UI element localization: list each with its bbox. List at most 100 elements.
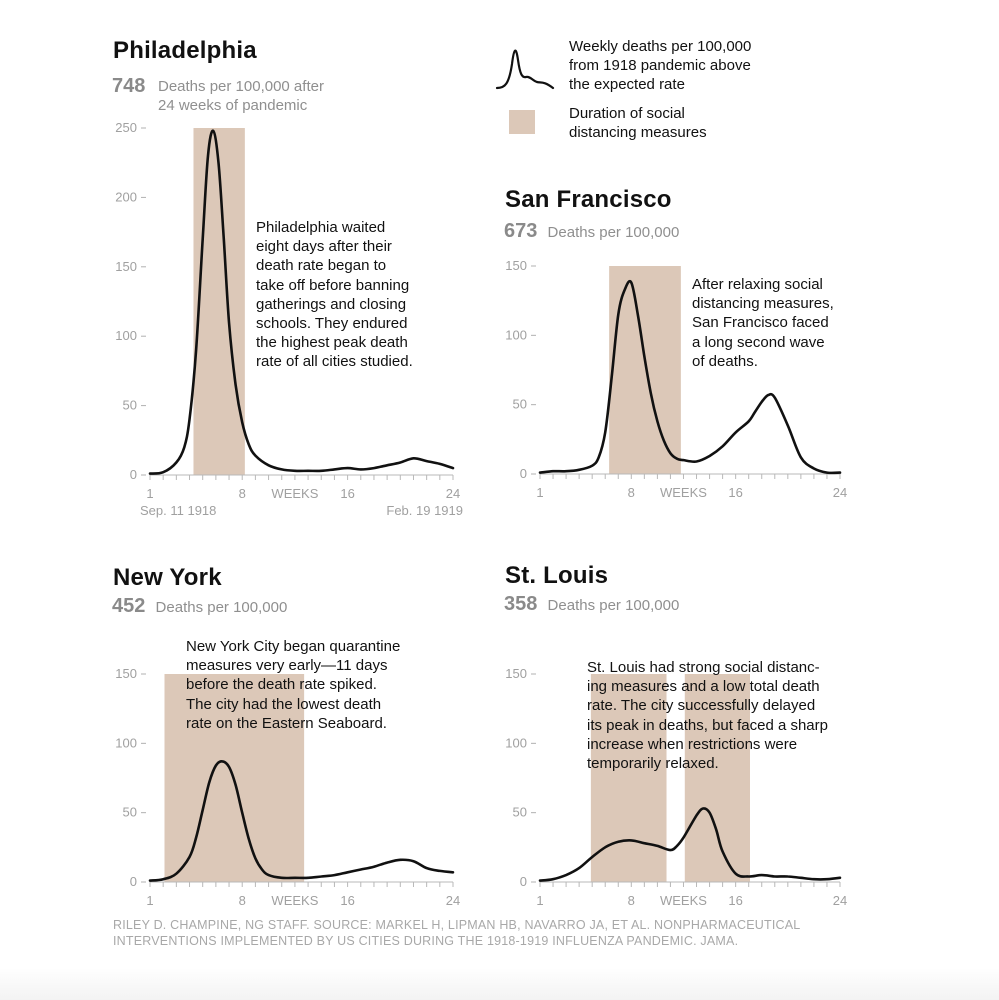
x-tick-label: 24 <box>833 485 847 500</box>
data-point <box>267 464 269 466</box>
data-point <box>539 879 541 881</box>
annotation-line: the highest peak death <box>256 334 408 352</box>
x-tick-label: 8 <box>628 485 635 500</box>
chart-title: Philadelphia <box>113 37 257 64</box>
chart-total: 358 Deaths per 100,000 <box>504 594 680 615</box>
data-point <box>800 456 802 458</box>
annotation-line: its peak in deaths, but faced a sharp <box>587 716 828 734</box>
data-point <box>611 376 613 378</box>
x-tick-label: WEEKS <box>271 893 318 908</box>
data-point <box>425 460 427 462</box>
data-point <box>591 464 593 466</box>
annotation-line: New York City began quarantine <box>186 638 401 655</box>
x-tick-label: 16 <box>728 485 742 500</box>
x-tick-label: 1 <box>146 486 153 501</box>
data-point <box>162 878 164 880</box>
data-point <box>617 313 619 315</box>
x-tick-label: 24 <box>446 486 460 501</box>
data-point <box>787 875 789 877</box>
total-caption: Deaths per 100,000 <box>547 597 680 614</box>
st-louis-chart: 0 50 100 150 1 8 WEEKS 16 24 <box>505 666 847 908</box>
y-tick-label: 200 <box>115 189 137 204</box>
chart-total: 452 Deaths per 100,000 <box>112 595 288 617</box>
data-point <box>682 836 684 838</box>
data-point <box>774 875 776 877</box>
data-point <box>149 879 151 881</box>
date-end-label: Feb. 19 1919 <box>386 503 463 518</box>
chart-annotation: St. Louis had strong social distanc- ing… <box>587 658 877 773</box>
data-point <box>425 867 427 869</box>
y-tick-label: 150 <box>505 666 527 681</box>
data-point <box>734 431 736 433</box>
data-point <box>386 464 388 466</box>
data-point <box>761 874 763 876</box>
y-tick-label: 100 <box>505 735 527 750</box>
total-caption: Deaths per 100,000 <box>547 224 680 241</box>
data-point <box>412 457 414 459</box>
data-point <box>754 410 756 412</box>
data-point <box>217 162 219 164</box>
data-point <box>241 421 243 423</box>
annotation-line: of deaths. <box>692 352 758 370</box>
y-tick-label: 100 <box>115 328 137 343</box>
total-caption-line: Deaths per 100,000 after <box>158 78 324 95</box>
annotation-line: temporarily relaxed. <box>587 755 719 773</box>
data-point <box>747 420 749 422</box>
data-point <box>539 471 541 473</box>
data-point <box>261 868 263 870</box>
annotation-line: a long second wave <box>692 333 825 351</box>
data-point <box>604 431 606 433</box>
annotation-line: gatherings and closing <box>256 295 407 313</box>
data-point <box>452 467 454 469</box>
data-point <box>565 874 567 876</box>
x-tick-label: WEEKS <box>271 486 318 501</box>
y-tick-label: 150 <box>115 666 137 681</box>
legend-curve-line: the expected rate <box>569 76 685 93</box>
data-point <box>248 838 250 840</box>
x-tick-label: 16 <box>728 893 742 908</box>
data-point <box>386 861 388 863</box>
data-point <box>439 870 441 872</box>
data-point <box>281 468 283 470</box>
data-point <box>183 446 185 448</box>
data-point <box>663 440 665 442</box>
data-point <box>650 392 652 394</box>
chart-total: 748 Deaths per 100,000 after 24 weeks of… <box>112 76 324 114</box>
total-caption: Deaths per 100,000 <box>155 599 288 616</box>
data-point <box>578 867 580 869</box>
x-tick-label: WEEKS <box>660 893 707 908</box>
annotation-line: death rate began to <box>256 257 387 275</box>
data-point <box>676 845 678 847</box>
data-point <box>188 418 190 420</box>
annotation-line: measures very early—11 days <box>186 657 388 675</box>
y-tick-label: 0 <box>130 874 137 889</box>
data-point <box>643 355 645 357</box>
data-point <box>669 849 671 851</box>
data-point <box>373 467 375 469</box>
data-point <box>695 460 697 462</box>
data-point <box>708 811 710 813</box>
new-york-chart: 0 50 100 150 1 8 WEEKS 16 24 <box>115 666 460 908</box>
data-point <box>333 874 335 876</box>
data-point <box>294 470 296 472</box>
data-point <box>320 470 322 472</box>
data-point <box>643 842 645 844</box>
annotation-line: distancing measures, <box>692 295 834 313</box>
legend-curve-line: Weekly deaths per 100,000 <box>569 38 752 55</box>
y-tick-label: 50 <box>513 397 527 412</box>
data-point <box>412 860 414 862</box>
data-point <box>767 394 769 396</box>
annotation-line: before the death rate spiked. <box>186 676 377 694</box>
legend-curve-icon <box>495 49 555 90</box>
data-point <box>708 455 710 457</box>
data-point <box>552 470 554 472</box>
data-point <box>734 872 736 874</box>
data-point <box>215 764 217 766</box>
annotation-line: eight days after their <box>256 238 392 256</box>
total-value: 452 <box>112 595 146 617</box>
annotation-line: rate of all cities studied. <box>256 353 413 371</box>
data-point <box>761 401 763 403</box>
annotation-line: The city had the lowest death <box>186 695 382 713</box>
annotation-line: rate on the Eastern Seaboard. <box>186 714 387 732</box>
legend-curve-line: from 1918 pandemic above <box>569 57 751 74</box>
